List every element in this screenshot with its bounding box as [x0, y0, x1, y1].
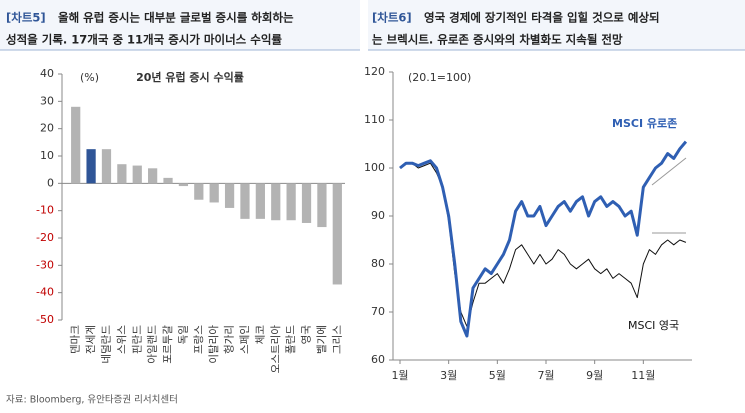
x-tick-label: 네덜란드 — [100, 325, 112, 364]
y-tick-label: 20 — [40, 122, 54, 135]
x-tick-label: 스페인 — [239, 325, 251, 354]
header-tag: [차트5] — [6, 11, 46, 25]
x-tick-label: 3월 — [440, 369, 457, 382]
trend-guide — [651, 157, 687, 186]
header-bg — [0, 0, 360, 50]
bar — [117, 164, 127, 184]
y-tick-label: -40 — [36, 286, 54, 299]
y-tick-label: 70 — [371, 305, 385, 318]
bar — [317, 183, 327, 228]
x-tick-label: 헝가리 — [224, 325, 236, 354]
y-tick-label: 120 — [364, 65, 385, 78]
y-tick-label: -10 — [36, 204, 54, 217]
y-tick-label: 0 — [47, 176, 54, 189]
y-tick-label: 90 — [371, 209, 385, 222]
x-tick-label: 스위스 — [115, 325, 128, 354]
bar — [71, 106, 81, 184]
header-text: 성적을 기록. 17개국 중 11개국 증시가 마이너스 수익률 — [6, 33, 282, 47]
bar — [271, 183, 281, 221]
y-tick-label: 110 — [364, 113, 385, 126]
bar — [209, 183, 219, 203]
chart-title: 20년 유럽 증시 수익률 — [136, 70, 244, 84]
x-tick-label: 벨기에 — [316, 325, 328, 354]
x-tick-label: 영국 — [301, 325, 313, 345]
bar — [286, 183, 296, 221]
header-tag: [차트6] — [372, 11, 412, 25]
header-text: 는 브렉시트. 유로존 증시와의 차별화도 지속될 전망 — [372, 33, 623, 47]
x-tick-label: 아일랜드 — [146, 325, 159, 364]
x-tick-label: 오스트리아 — [270, 325, 282, 374]
source: 자료: Bloomberg, 유안타증권 리서치센터 — [6, 394, 178, 406]
x-tick-label: 체코 — [254, 325, 266, 345]
bar — [148, 168, 158, 184]
header-text: 영국 경제에 장기적인 타격을 입힐 것으로 예상되 — [424, 11, 660, 25]
bar — [255, 183, 265, 219]
x-tick-label: 1월 — [391, 369, 408, 382]
header-bg — [368, 0, 745, 50]
y-tick-label: 40 — [40, 67, 54, 80]
x-tick-label: 덴마크 — [70, 325, 82, 354]
x-tick-label: 프랑스 — [193, 325, 205, 354]
header-text: 올해 유럽 증시는 대부분 글로벌 증시를 하회하는 — [58, 11, 294, 25]
bar — [240, 183, 250, 219]
x-tick-label: 이탈리아 — [207, 325, 220, 364]
x-tick-label: 폴란드 — [285, 325, 297, 354]
x-tick-label: 9월 — [586, 369, 603, 382]
y-tick-label: 30 — [40, 94, 54, 107]
x-tick-label: 5월 — [489, 369, 506, 382]
x-tick-label: 그리스 — [331, 325, 343, 354]
x-tick-label: 전세계 — [85, 325, 97, 354]
bar — [163, 177, 173, 184]
unit-label: (%) — [80, 71, 99, 84]
x-tick-label: 포르투갈 — [161, 325, 174, 364]
y-tick-label: 100 — [364, 161, 385, 174]
bar — [332, 183, 342, 285]
series-line — [399, 140, 688, 338]
series-label: MSCI 영국 — [628, 319, 679, 332]
x-tick-label: 독일 — [176, 325, 189, 344]
y-tick-label: 10 — [40, 149, 54, 162]
bar — [224, 183, 235, 208]
bar — [178, 183, 189, 187]
note: (20.1=100) — [408, 71, 471, 84]
y-tick-label: -50 — [36, 313, 54, 326]
y-tick-label: 80 — [371, 257, 385, 270]
bar — [194, 183, 204, 200]
bar — [101, 149, 112, 184]
series-label: MSCI 유로존 — [612, 117, 677, 130]
x-tick-label: 7월 — [537, 369, 554, 382]
y-tick-label: -20 — [36, 231, 54, 244]
bar — [301, 183, 312, 223]
x-tick-label: 11월 — [631, 369, 655, 382]
y-tick-label: 60 — [371, 353, 385, 366]
bar — [132, 165, 142, 184]
y-tick-label: -30 — [36, 258, 54, 271]
bar — [86, 149, 96, 184]
x-tick-label: 핀란드 — [131, 325, 143, 354]
